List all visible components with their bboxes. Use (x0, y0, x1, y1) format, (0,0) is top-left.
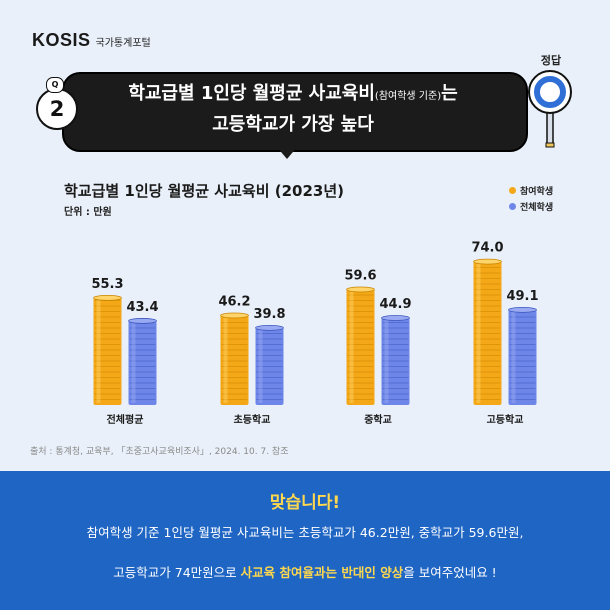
data-label-participating-1: 46.2 (218, 294, 250, 309)
answer-line-1: 참여학생 기준 1인당 월평균 사교육비는 초등학교가 46.2만원, 중학교가… (86, 525, 524, 540)
chart-legend: 참여학생 전체학생 (509, 182, 553, 214)
bar-all-1 (255, 324, 284, 405)
data-label-all-0: 43.4 (126, 300, 158, 315)
data-label-all-2: 44.9 (379, 297, 411, 312)
legend-swatch-all (509, 202, 516, 210)
bar-participating-3 (473, 258, 502, 405)
bar-all-0 (128, 318, 157, 405)
question-tag: Q (46, 77, 64, 93)
answer-footer (0, 471, 610, 610)
question-particle: 는 (441, 83, 458, 104)
question-line-1: 학교급별 1인당 월평균 사교육비(참여학생 기준)는 (62, 80, 524, 111)
data-label-participating-3: 74.0 (471, 241, 503, 256)
kosis-logo[interactable]: KOSIS 국가통계포털 (32, 30, 151, 51)
bar-participating-0 (93, 294, 122, 405)
answer-line-2-pre: 고등학교가 74만원으로 (113, 565, 241, 580)
legend-label-participating: 참여학생 (520, 186, 554, 197)
answer-label: 정답 (540, 54, 562, 67)
bubble-tail (276, 146, 298, 159)
category-label-2: 중학교 (364, 413, 392, 426)
data-label-participating-2: 59.6 (344, 269, 376, 284)
data-label-participating-0: 55.3 (91, 277, 123, 292)
bar-all-2 (381, 315, 410, 405)
question-qualifier: (참여학생 기준) (374, 91, 442, 102)
question-main: 학교급별 1인당 월평균 사교육비 (128, 83, 375, 104)
source-note: 출처 : 통계청, 교육부, 「초중고사교육비조사」, 2024. 10. 7.… (30, 447, 289, 457)
question-text: 학교급별 1인당 월평균 사교육비(참여학생 기준)는 고등학교가 가장 높다 (62, 80, 524, 139)
bar-chart: 55.343.4 전체평균 46.239.8 초등학교 59.644.9 중학교 74.0 4… (91, 241, 538, 426)
category-label-3: 고등학교 (487, 413, 524, 426)
question-line-2: 고등학교가 가장 높다 (212, 114, 374, 135)
question-number: 2 (49, 97, 65, 121)
chart-title: 학교급별 1인당 월평균 사교육비 (2023년) (64, 182, 344, 200)
bar-participating-1 (220, 312, 249, 405)
answer-title: 맞습니다! (269, 493, 341, 513)
answer-line-2: 고등학교가 74만원으로 사교육 참여율과는 반대인 양상을 보여주었네요 ! (0, 562, 610, 581)
bar-participating-2 (346, 286, 375, 405)
logo-wordmark: KOSIS (32, 30, 91, 50)
answer-highlight: 사교육 참여율과는 반대인 양상 (240, 565, 404, 580)
data-label-all-3: 49.1 (506, 289, 538, 304)
portal-name: 국가통계포털 (95, 38, 151, 49)
legend-item-all: 전체학생 (509, 198, 553, 214)
legend-label-all: 전체학생 (520, 202, 554, 213)
data-label-all-1: 39.8 (253, 307, 285, 322)
category-label-1: 초등학교 (234, 413, 271, 426)
legend-item-participating: 참여학생 (509, 182, 553, 198)
question-bubble (62, 72, 528, 152)
bar-all-3 (508, 306, 537, 405)
answer-line-2-post: 을 보여주었네요 ! (403, 565, 497, 580)
chart-unit: 단위 : 만원 (64, 207, 112, 218)
category-label-0: 전체평균 (107, 413, 144, 426)
legend-swatch-participating (509, 186, 516, 194)
correct-answer-o-icon (528, 70, 572, 148)
